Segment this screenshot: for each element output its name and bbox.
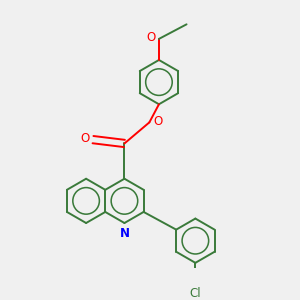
Text: O: O xyxy=(80,132,89,145)
Text: N: N xyxy=(119,227,129,240)
Text: O: O xyxy=(146,32,155,44)
Text: Cl: Cl xyxy=(190,287,201,300)
Text: O: O xyxy=(153,115,162,128)
